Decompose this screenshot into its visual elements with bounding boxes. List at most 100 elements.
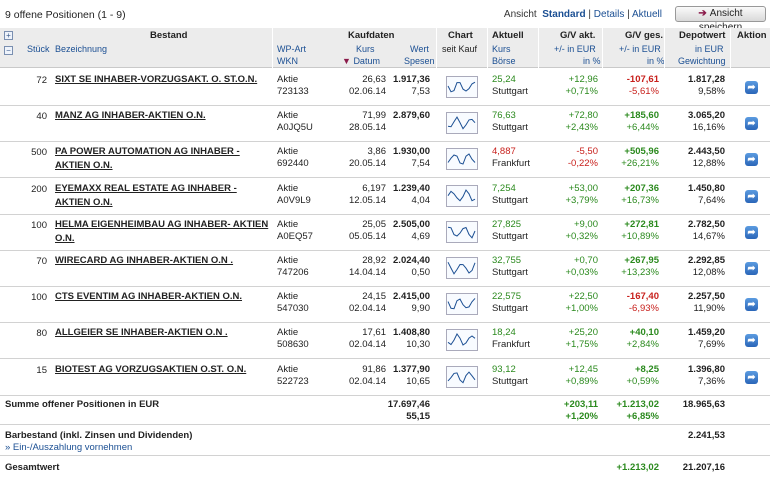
action-button[interactable]: ➦ [745,189,758,203]
view-switcher: Ansicht Standard | Details | Aktuell [504,9,662,20]
sort-desc-icon: ▼ [342,56,351,66]
gv-akt-pct: +0,71% [565,86,599,97]
boerse: Stuttgart [492,303,528,315]
save-view-button[interactable]: ➔Ansicht speichern [675,6,766,33]
total-label: Gesamtwert [5,462,60,473]
gv-akt-eur: -5,50 [576,146,598,158]
wp-art: Aktie [277,363,299,375]
header-in-eur[interactable]: in EUR [695,44,724,54]
header-wkn[interactable]: WKN [277,56,298,66]
position-name[interactable]: BIOTEST AG VORZUGSAKTIEN O.ST. O.N. [55,363,247,375]
header-boerse[interactable]: Börse [492,56,516,66]
gewichtung: 12,88% [692,158,725,170]
sparkline-chart[interactable] [446,220,478,243]
header-spesen[interactable]: Spesen [404,56,435,66]
action-button[interactable]: ➦ [745,334,758,348]
sparkline-chart[interactable] [446,184,478,207]
wkn: A0JQ5U [277,122,313,134]
header-datum[interactable]: ▼ Datum [342,56,380,66]
sparkline-chart[interactable] [446,76,478,98]
view-label: Ansicht [503,9,537,20]
wkn: 723133 [277,86,309,97]
depotwert: 1.459,20 [688,327,725,339]
boerse: Stuttgart [492,375,528,387]
gv-ges-pct: +16,73% [621,194,659,206]
kauf-datum: 20.05.14 [349,158,386,170]
view-aktuell-link[interactable]: Aktuell [631,9,662,20]
header-kurs[interactable]: Kurs [356,44,375,54]
sparkline-chart[interactable] [446,365,478,388]
gewichtung: 14,67% [692,230,725,242]
header-gv-akt-eur[interactable]: +/- in EUR [554,44,596,54]
view-separator: | [627,9,630,20]
aktuell-kurs: 93,12 [492,363,516,375]
sparkline-chart[interactable] [446,148,478,171]
sparkline-chart[interactable] [446,329,478,352]
header-kurs2[interactable]: Kurs [492,44,511,54]
summary-wert: 17.697,46 [387,399,430,410]
header-wert[interactable]: Wert [410,44,429,54]
action-button[interactable]: ➦ [745,370,758,384]
action-button[interactable]: ➦ [745,81,758,94]
deposit-withdraw-link[interactable]: » Ein-/Auszahlung vornehmen [5,442,133,453]
action-button[interactable]: ➦ [745,117,758,131]
sparkline-chart[interactable] [446,112,478,135]
gv-akt-pct: +0,03% [565,267,599,278]
view-details-link[interactable]: Details [593,9,625,20]
sparkline-chart[interactable] [446,257,478,279]
gv-ges-eur: +8,25 [634,363,659,375]
action-button[interactable]: ➦ [745,298,758,312]
header-gv-ges-pct[interactable]: in % [647,56,665,66]
header-stueck[interactable]: Stück [27,44,50,54]
header-gewichtung[interactable]: Gewichtung [678,56,726,66]
position-name[interactable]: PA POWER AUTOMATION AG INHABER -AKTIEN O… [55,146,240,172]
kauf-datum: 02.04.14 [349,339,386,351]
stueck: 100 [31,292,47,304]
stueck: 500 [31,147,47,159]
table-row: 15 BIOTEST AG VORZUGSAKTIEN O.ST. O.N. Akt… [0,360,770,396]
summary-gvg-pct: +6,85% [626,411,660,422]
kauf-wert: 1.408,80 [393,327,430,339]
kauf-spesen: 4,69 [411,230,431,242]
aktuell-kurs: 25,24 [492,74,516,85]
action-button[interactable]: ➦ [745,225,758,239]
stueck: 72 [36,75,47,86]
gv-ges-eur: +272,81 [624,218,659,230]
action-button[interactable]: ➦ [745,262,758,275]
header-gv-akt-pct[interactable]: in % [583,56,601,66]
kauf-spesen: 10,65 [406,375,430,387]
kauf-spesen: 0,50 [411,267,431,278]
table-row: 100 CTS EVENTIM AG INHABER-AKTIEN O.N. Akt… [0,287,770,324]
sparkline-line [447,116,476,130]
kauf-kurs: 24,15 [362,291,386,303]
aktuell-kurs: 76,63 [492,110,516,122]
position-name[interactable]: ALLGEIER SE INHABER-AKTIEN O.N . [55,327,228,339]
expand-all-icon[interactable]: + [4,31,13,40]
position-name[interactable]: EYEMAXX REAL ESTATE AG INHABER -AKTIEN O… [55,182,237,208]
position-name[interactable]: WIRECARD AG INHABER-AKTIEN O.N . [55,255,234,266]
header-wpart[interactable]: WP-Art [277,44,306,54]
view-standard-link[interactable]: Standard [542,9,586,20]
wp-art: Aktie [277,255,299,266]
header-gv-ges-eur[interactable]: +/- in EUR [619,44,661,54]
position-name[interactable]: MANZ AG INHABER-AKTIEN O.N. [55,110,206,122]
depotwert: 2.292,85 [688,255,725,266]
depotwert: 2.782,50 [688,218,725,230]
position-name[interactable]: SIXT SE INHABER-VORZUGSAKT. O. ST.O.N. [55,74,258,85]
collapse-all-icon[interactable]: − [4,46,13,55]
header-bestand: Bestand [150,30,188,41]
sparkline-chart[interactable] [446,293,478,316]
summary-gva-eur: +203,11 [563,399,598,410]
gv-akt-pct: +0,89% [565,375,599,387]
wkn: 547030 [277,303,309,315]
position-name[interactable]: CTS EVENTIM AG INHABER-AKTIEN O.N. [55,291,243,303]
position-name[interactable]: HELMA EIGENHEIMBAU AG INHABER- AKTIEN O.… [55,218,269,244]
gv-akt-pct: +1,00% [565,303,599,315]
action-button[interactable]: ➦ [745,153,758,167]
gv-ges-pct: -5,61% [628,86,659,97]
gv-ges-eur: +505,96 [624,146,659,158]
header-bezeichnung[interactable]: Bezeichnung [55,44,108,54]
wkn: 522723 [277,375,309,387]
gewichtung: 12,08% [692,267,725,278]
kauf-datum: 14.04.14 [349,267,386,278]
